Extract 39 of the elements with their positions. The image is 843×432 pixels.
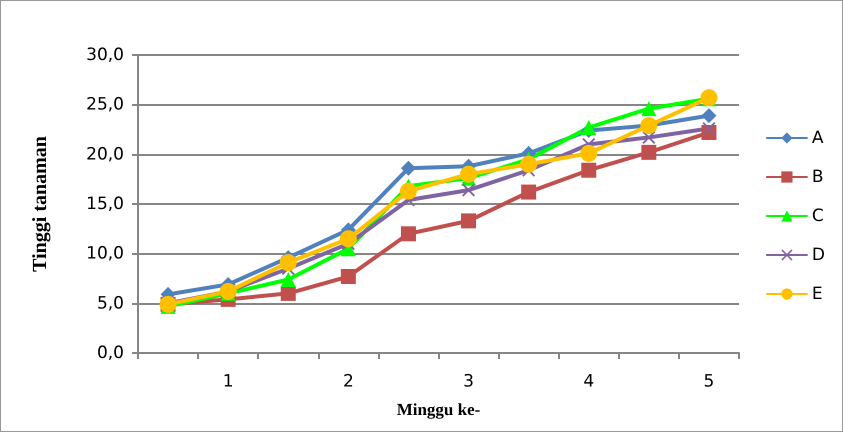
- x-tick-label: 3: [463, 372, 474, 392]
- point: [642, 130, 656, 144]
- x-tick-label: 1: [222, 372, 234, 392]
- point: [400, 182, 417, 200]
- x-tick-label: 2: [342, 372, 354, 392]
- point: [580, 144, 598, 162]
- point: [641, 144, 656, 160]
- point: [462, 184, 476, 197]
- point: [340, 230, 357, 248]
- point: [641, 101, 656, 116]
- legend-label: E: [812, 284, 823, 304]
- y-tick-label: 20,0: [86, 144, 124, 164]
- point: [400, 226, 416, 242]
- y-tick-label: 10,0: [86, 244, 124, 264]
- y-tick-label: 0,0: [96, 343, 124, 363]
- point: [581, 162, 596, 178]
- point: [460, 166, 478, 183]
- x-tick-label: 5: [704, 372, 714, 392]
- y-axis-title: Tinggi tanaman: [29, 136, 51, 272]
- legend-label: D: [812, 245, 826, 265]
- x-tick-label: 4: [583, 372, 594, 392]
- point: [461, 213, 476, 228]
- point: [521, 184, 536, 200]
- y-tick-label: 5,0: [96, 293, 124, 314]
- x-axis-title: Minggu ke-: [396, 400, 481, 419]
- point: [520, 156, 538, 173]
- point: [340, 269, 356, 284]
- legend-label: C: [812, 206, 824, 226]
- point: [280, 272, 296, 287]
- y-tick-label: 15,0: [86, 194, 124, 214]
- point: [280, 286, 296, 301]
- y-tick-label: 25,0: [86, 94, 124, 115]
- legend-label: A: [812, 128, 824, 148]
- point: [280, 254, 297, 272]
- legend-label: B: [812, 167, 824, 187]
- point: [400, 160, 416, 176]
- point: [702, 122, 716, 136]
- point: [701, 108, 716, 124]
- y-tick-label: 30,0: [86, 45, 124, 65]
